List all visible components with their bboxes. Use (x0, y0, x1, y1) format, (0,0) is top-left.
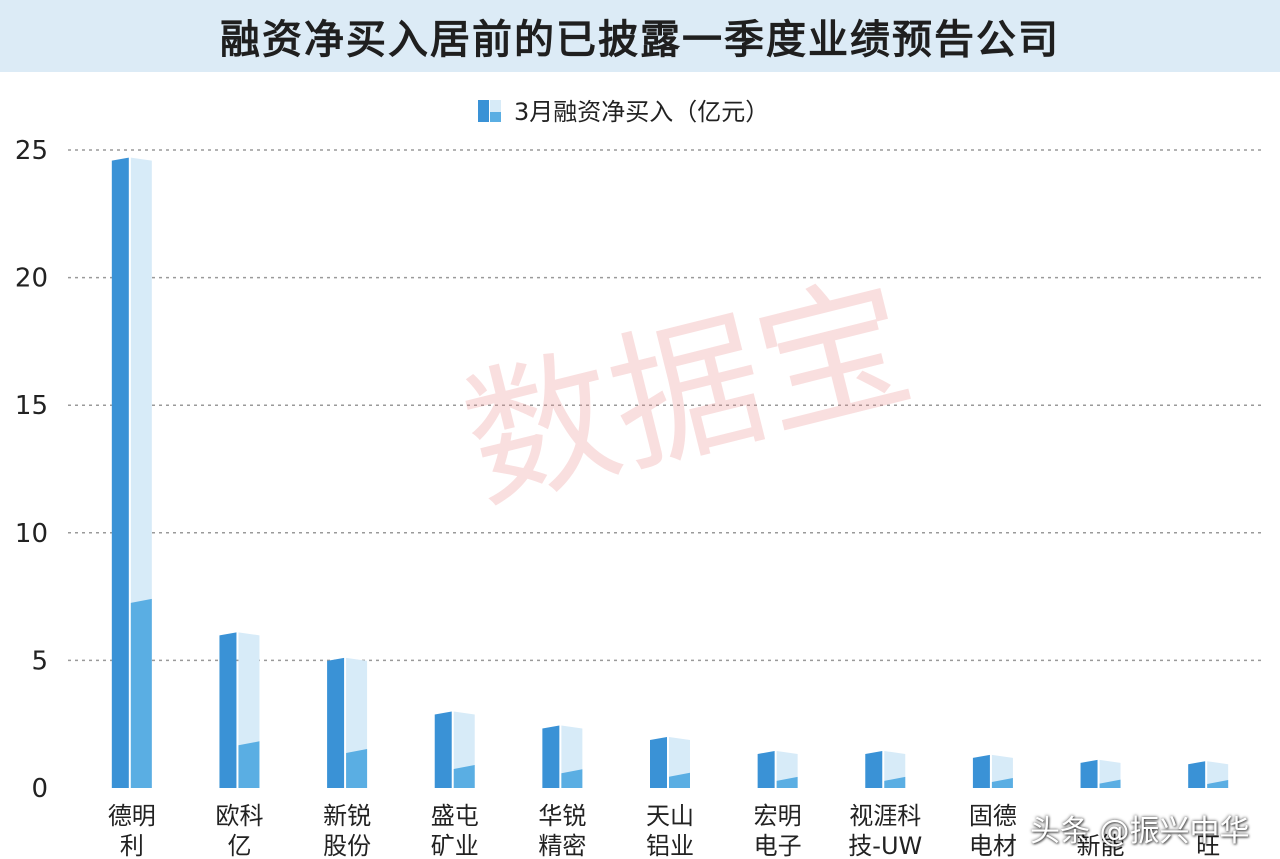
y-tick-label: 0 (31, 774, 48, 804)
x-category-label: 天山 (646, 802, 694, 830)
bar-front (757, 750, 775, 788)
bar-front (972, 754, 990, 788)
bar-inner-fill (776, 776, 798, 788)
bar-inner-fill (669, 772, 690, 788)
y-tick-label: 20 (15, 264, 48, 294)
x-category-label: 矿业 (431, 832, 479, 859)
x-category-label: 电子 (754, 832, 802, 859)
x-category-label: 盛屯 (431, 802, 479, 830)
x-category-label: 利 (120, 832, 144, 859)
x-category-label: 新能 (1077, 832, 1125, 859)
x-category-label: 宏明 (754, 802, 802, 830)
x-category-label: 德明 (108, 802, 156, 830)
bar-inner-fill (991, 778, 1013, 788)
bar-front (1188, 761, 1206, 788)
x-category-label: 电材 (969, 832, 1017, 859)
x-category-label: 旺 (1196, 832, 1220, 859)
bar-front (542, 725, 560, 788)
bar-front (865, 750, 883, 788)
x-category-label: 欧科 (215, 802, 263, 830)
x-category-label: 精密 (538, 832, 586, 859)
bar-front (650, 736, 667, 788)
legend-swatch-dark (478, 100, 489, 122)
bar-inner-fill (346, 748, 368, 788)
x-category-label: 铝业 (646, 832, 694, 859)
legend-swatch-mid (490, 112, 501, 122)
x-category-label: 视涯科 (849, 802, 921, 830)
bar-front (327, 657, 345, 788)
legend-swatch-light (490, 100, 501, 122)
bar-inner-fill (130, 598, 152, 788)
bar-front (1080, 759, 1098, 788)
chart-title: 融资净买入居前的已披露一季度业绩预告公司 (220, 17, 1060, 63)
bar-front (219, 632, 237, 788)
x-category-label: 固德 (969, 802, 1017, 830)
x-category-label: 股份 (323, 832, 371, 859)
bar-inner-fill (884, 776, 906, 788)
bar-inner-fill (238, 741, 260, 788)
legend-label: 3月融资净买入（亿元） (514, 98, 769, 126)
x-category-label: 华锐 (538, 802, 586, 830)
bar-inner-fill (1099, 779, 1121, 788)
bar-inner-fill (561, 769, 583, 788)
bar-front (434, 711, 452, 788)
y-tick-label: 10 (15, 519, 48, 549)
x-category-label: 技-UW (848, 832, 922, 859)
bar-inner-fill (453, 765, 475, 788)
x-category-label: 新锐 (323, 802, 371, 830)
y-tick-label: 25 (15, 136, 48, 166)
y-tick-label: 15 (15, 391, 48, 421)
bar-inner-fill (1207, 779, 1229, 788)
bar-front (111, 157, 129, 788)
x-category-label: 亿 (227, 832, 251, 859)
y-tick-label: 5 (31, 646, 48, 676)
title-bar: 融资净买入居前的已披露一季度业绩预告公司 (0, 0, 1280, 72)
